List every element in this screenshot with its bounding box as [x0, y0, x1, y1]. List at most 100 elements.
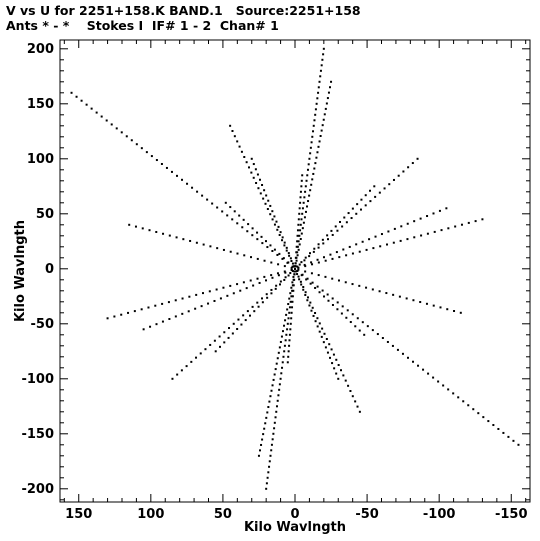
uv-point — [170, 170, 173, 173]
uv-point — [209, 343, 212, 346]
uv-point — [446, 308, 449, 311]
uv-point — [324, 107, 327, 110]
uv-point — [412, 360, 415, 363]
uv-point — [369, 189, 372, 192]
uv-point — [286, 361, 289, 364]
uv-point — [312, 314, 315, 317]
uv-point — [302, 221, 305, 224]
uv-point — [374, 195, 377, 198]
uv-point — [216, 247, 219, 250]
uv-point — [426, 215, 429, 218]
uv-point — [273, 421, 276, 424]
uv-point — [296, 254, 299, 257]
uv-point — [236, 140, 239, 143]
uv-point — [233, 210, 236, 213]
uv-point — [268, 400, 271, 403]
uv-point — [240, 150, 243, 153]
uv-point — [292, 265, 295, 268]
uv-point — [250, 171, 253, 174]
uv-point — [264, 202, 267, 205]
uv-point — [318, 140, 321, 143]
uv-point — [290, 266, 293, 269]
uv-point — [312, 130, 315, 133]
uv-point — [318, 291, 321, 294]
uv-point — [154, 304, 157, 307]
uv-point — [388, 183, 391, 186]
uv-point — [298, 234, 301, 237]
uv-point — [281, 236, 284, 239]
uv-point — [222, 286, 225, 289]
uv-point — [275, 362, 278, 365]
uv-point — [229, 284, 232, 287]
uv-point — [314, 312, 317, 314]
uv-point — [326, 293, 329, 296]
uv-point — [371, 329, 374, 332]
uv-point — [113, 315, 116, 318]
uv-point — [474, 220, 477, 223]
uv-point — [239, 289, 242, 292]
uv-point — [322, 341, 325, 344]
uv-point — [266, 476, 269, 479]
uv-point — [206, 198, 209, 201]
uv-point — [223, 341, 226, 344]
x-tick-label: 150 — [65, 507, 92, 522]
uv-point — [260, 235, 263, 238]
uv-point — [175, 174, 178, 177]
uv-point — [287, 274, 290, 277]
uv-point — [265, 279, 268, 282]
uv-point — [125, 135, 128, 138]
uv-point — [316, 151, 319, 154]
uv-point — [303, 263, 306, 266]
uv-point — [85, 103, 88, 106]
uv-point — [328, 343, 331, 346]
uv-point — [182, 238, 185, 241]
uv-point — [364, 204, 367, 207]
uv-point — [351, 283, 354, 286]
uv-point — [275, 220, 278, 223]
uv-point — [316, 258, 319, 261]
uv-point — [320, 335, 323, 338]
uv-point — [297, 218, 300, 221]
uv-point — [267, 406, 270, 409]
uv-point — [185, 365, 188, 368]
uv-point — [261, 438, 264, 441]
uv-point — [231, 332, 234, 335]
uv-point — [419, 217, 422, 220]
uv-point — [331, 297, 334, 300]
uv-point — [298, 243, 301, 246]
uv-point — [299, 280, 302, 283]
uv-point — [237, 318, 240, 321]
uv-point — [213, 299, 216, 302]
x-tick-label: -50 — [355, 507, 379, 522]
uv-point — [279, 280, 282, 283]
uv-point — [269, 454, 272, 457]
uv-point — [453, 310, 456, 313]
uv-point — [336, 301, 339, 304]
uv-point — [196, 190, 199, 193]
uv-point — [512, 439, 515, 442]
uv-point — [368, 238, 371, 241]
uv-point — [271, 384, 274, 387]
uv-point — [322, 256, 325, 259]
uv-point — [306, 277, 309, 280]
uv-point — [294, 262, 297, 265]
uv-point — [256, 231, 259, 234]
uv-point — [281, 330, 284, 333]
uv-point — [314, 113, 317, 116]
uv-point — [105, 119, 108, 122]
uv-point — [477, 412, 480, 415]
uv-point — [95, 111, 98, 114]
uv-point — [141, 227, 144, 230]
uv-point — [228, 327, 231, 330]
uv-point — [252, 163, 255, 166]
uv-point — [291, 270, 294, 273]
uv-point — [341, 305, 344, 308]
uv-point — [309, 282, 312, 285]
uv-point — [325, 102, 328, 105]
uv-point — [481, 218, 484, 221]
uv-point — [245, 161, 248, 164]
uv-point — [400, 225, 403, 228]
uv-point — [327, 299, 330, 302]
uv-point — [301, 227, 304, 230]
uv-point — [299, 229, 302, 232]
